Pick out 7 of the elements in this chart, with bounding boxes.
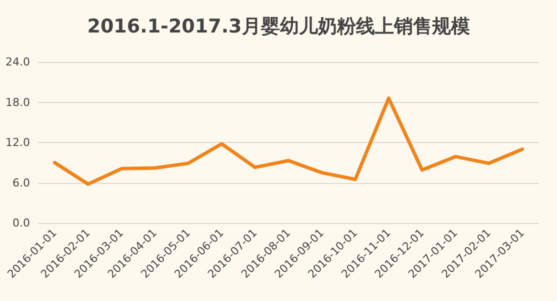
y-tick-label: 0.0 [12, 216, 30, 230]
y-tick-label: 6.0 [12, 176, 30, 190]
chart-title: 2016.1-2017.3月婴幼儿奶粉线上销售规模 [87, 16, 470, 38]
y-tick-label: 12.0 [6, 136, 30, 149]
y-tick-label: 18.0 [6, 96, 30, 109]
y-tick-label: 24.0 [6, 56, 30, 68]
line-series [52, 96, 524, 186]
